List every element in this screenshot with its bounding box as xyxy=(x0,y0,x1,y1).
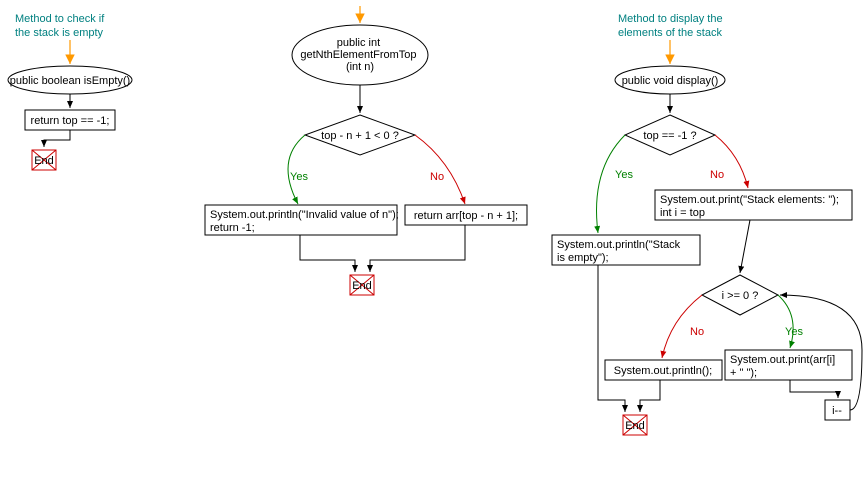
no-label: No xyxy=(690,326,704,338)
end-node-c: End xyxy=(623,415,647,435)
flowchart-display: Method to display the elements of the st… xyxy=(552,13,862,435)
label-return-top: return top == -1; xyxy=(31,115,110,127)
label-return-arr: return arr[top - n + 1]; xyxy=(414,210,518,222)
flowchart-canvas: Method to check if the stack is empty pu… xyxy=(0,0,864,502)
edge xyxy=(640,380,660,412)
end-node-b: End xyxy=(350,275,374,295)
label-diamond-topn: top - n + 1 < 0 ? xyxy=(321,130,399,142)
end-node-a: End xyxy=(32,150,56,170)
comment-isEmpty: Method to check if the stack is empty xyxy=(15,13,107,39)
label-diamond-top-1: top == -1 ? xyxy=(643,130,696,142)
edge xyxy=(790,380,838,398)
yes-label: Yes xyxy=(615,169,633,181)
flowchart-isEmpty: Method to check if the stack is empty pu… xyxy=(8,13,132,170)
label-idec: i-- xyxy=(832,405,842,417)
edge-no xyxy=(415,135,465,204)
label-println: System.out.println(); xyxy=(614,365,712,377)
svg-text:End: End xyxy=(352,280,372,292)
edge xyxy=(598,265,625,412)
yes-label: Yes xyxy=(785,326,803,338)
svg-text:End: End xyxy=(34,155,54,167)
label-diamond-i: i >= 0 ? xyxy=(722,290,759,302)
edge-yes xyxy=(597,135,625,233)
edge xyxy=(44,130,70,147)
label-display: public void display() xyxy=(622,75,719,87)
edge-yes xyxy=(288,135,305,204)
label-isEmpty: public boolean isEmpty() xyxy=(10,75,130,87)
no-label: No xyxy=(710,169,724,181)
yes-label: Yes xyxy=(290,171,308,183)
no-label: No xyxy=(430,171,444,183)
edge-yes xyxy=(778,295,793,348)
edge xyxy=(300,235,355,272)
edge xyxy=(740,220,750,273)
svg-text:End: End xyxy=(625,420,645,432)
flowchart-getNth: public int getNthElementFromTop (int n) … xyxy=(205,6,527,295)
comment-display: Method to display the elements of the st… xyxy=(618,13,726,39)
